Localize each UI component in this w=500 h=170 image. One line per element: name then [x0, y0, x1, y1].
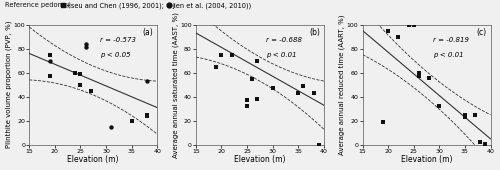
Point [425, 76, 433, 79]
Point [143, 113, 151, 116]
Text: (a): (a) [142, 28, 154, 37]
Point [254, 98, 262, 100]
Text: p < 0.05: p < 0.05 [100, 52, 130, 58]
Text: p < 0.01: p < 0.01 [433, 52, 464, 58]
Point [436, 105, 444, 108]
Point [314, 143, 322, 146]
Point [72, 71, 80, 74]
Point [143, 115, 151, 117]
Point [248, 77, 256, 80]
Point [218, 53, 226, 56]
Text: r = -0.573: r = -0.573 [100, 37, 136, 43]
Text: p < 0.01: p < 0.01 [266, 52, 297, 58]
Point [379, 121, 387, 123]
Point [46, 75, 54, 78]
Text: r = -0.819: r = -0.819 [433, 37, 469, 43]
Text: (c): (c) [476, 28, 486, 37]
Point [300, 84, 308, 87]
Point [394, 35, 402, 38]
Point [482, 142, 490, 145]
Point [82, 42, 90, 45]
Point [82, 46, 90, 49]
Point [76, 73, 84, 75]
Y-axis label: Average annual reduced time (AART, %): Average annual reduced time (AART, %) [339, 14, 345, 155]
X-axis label: Elevation (m): Elevation (m) [234, 155, 285, 164]
Point [243, 105, 251, 108]
Point [384, 29, 392, 32]
Point [128, 120, 136, 122]
Y-axis label: Plinthite volume proportion (PVP, %): Plinthite volume proportion (PVP, %) [6, 21, 12, 148]
Point [310, 92, 318, 95]
Point [471, 113, 479, 116]
Point [46, 53, 54, 56]
Text: r = -0.688: r = -0.688 [266, 37, 302, 43]
Y-axis label: Average annual saturated time (AAST, %): Average annual saturated time (AAST, %) [172, 12, 178, 158]
Point [404, 23, 412, 26]
Point [294, 92, 302, 95]
Point [268, 87, 276, 90]
Point [107, 125, 115, 128]
Legend: Hseu and Chen (1996, 2001);, Jien et al. (2004, 2010)): Hseu and Chen (1996, 2001);, Jien et al.… [61, 3, 252, 9]
Point [415, 75, 423, 78]
Point [461, 113, 469, 116]
Point [254, 59, 262, 62]
X-axis label: Elevation (m): Elevation (m) [401, 155, 452, 164]
Point [76, 83, 84, 86]
Point [212, 65, 220, 68]
Point [415, 71, 423, 74]
Point [410, 23, 418, 26]
Point [143, 80, 151, 82]
Point [86, 89, 94, 92]
Point [476, 141, 484, 144]
Point [461, 116, 469, 118]
Text: Reference pedons (: Reference pedons ( [5, 2, 70, 8]
Point [46, 59, 54, 62]
Text: (b): (b) [309, 28, 320, 37]
Point [228, 53, 235, 56]
Point [243, 99, 251, 102]
X-axis label: Elevation (m): Elevation (m) [68, 155, 119, 164]
